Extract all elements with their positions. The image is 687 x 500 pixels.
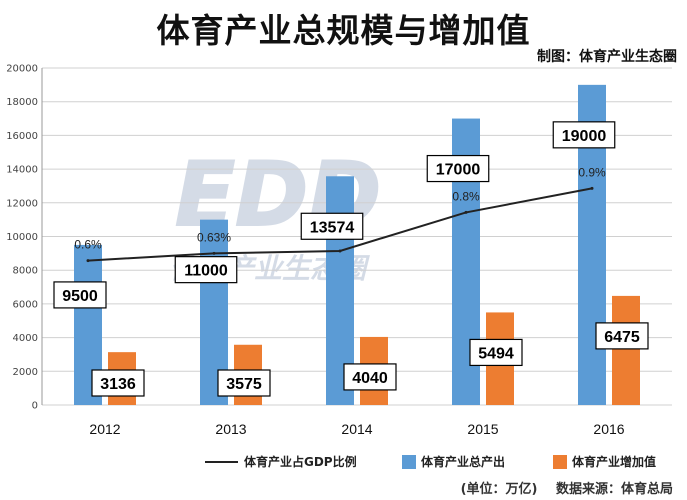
y-tick-label: 0 <box>32 401 38 412</box>
total-output-data-label: 13574 <box>300 212 364 240</box>
y-tick-label: 2000 <box>13 367 38 378</box>
footnote: (单位：万亿) 数据来源：体育总局 <box>447 478 673 497</box>
line-point <box>464 210 468 214</box>
value-added-data-label: 3136 <box>91 369 145 397</box>
data-label-text: 17000 <box>436 162 481 179</box>
total-output-data-label: 17000 <box>426 154 490 183</box>
bar-value-added <box>612 295 640 405</box>
y-tick-label: 4000 <box>13 333 38 344</box>
data-label-text: 9500 <box>62 288 98 305</box>
line-point <box>212 251 216 255</box>
data-label-box <box>426 154 490 183</box>
value-added-data-label: 6475 <box>595 322 649 350</box>
y-tick-label: 18000 <box>6 97 38 108</box>
data-label-box <box>595 322 649 350</box>
total-output-data-label: 9500 <box>53 281 107 309</box>
x-tick-label: 2013 <box>215 421 246 437</box>
y-tick-label: 10000 <box>6 232 38 243</box>
gdp-ratio-label: 0.9% <box>578 165 606 179</box>
y-tick-label: 14000 <box>6 165 38 176</box>
x-tick-label: 2014 <box>341 421 372 437</box>
total-output-data-label: 19000 <box>552 121 616 149</box>
legend-label-output: 体育产业总产出 <box>421 454 505 469</box>
data-label-text: 5494 <box>478 345 514 362</box>
value-added-data-label: 4040 <box>343 363 397 391</box>
y-tick-label: 20000 <box>6 64 38 75</box>
data-label-text: 11000 <box>184 263 228 280</box>
data-label-box <box>91 369 145 397</box>
data-label-box <box>217 369 271 397</box>
chart-credit: 制图：体育产业生态圈 <box>537 49 677 65</box>
line-point <box>86 259 90 263</box>
y-tick-label: 8000 <box>13 266 38 277</box>
gdp-ratio-label: 0.63% <box>197 230 231 244</box>
data-label-text: 13574 <box>310 219 355 236</box>
data-label-box <box>552 121 616 149</box>
chart-title: 体育产业总规模与增加值 <box>156 11 531 50</box>
data-label-text: 19000 <box>562 128 607 145</box>
legend-swatch-value-added <box>553 455 567 469</box>
x-tick-label: 2015 <box>467 421 498 437</box>
gdp-ratio-label: 0.6% <box>74 238 102 252</box>
data-label-text: 3136 <box>100 376 136 393</box>
source-note: 数据来源：体育总局 <box>555 482 673 497</box>
unit-note: (单位：万亿) <box>460 482 538 497</box>
x-tick-label: 2012 <box>89 421 120 437</box>
data-label-text: 3575 <box>226 376 262 393</box>
legend-swatch-output <box>402 455 416 469</box>
data-label-box <box>300 212 364 240</box>
data-label-box <box>53 281 107 309</box>
value-added-data-label: 3575 <box>217 369 271 397</box>
legend-label-value-added: 体育产业增加值 <box>572 454 656 469</box>
line-point <box>338 249 342 253</box>
line-point <box>590 186 594 190</box>
data-label-box <box>469 338 523 367</box>
data-label-box <box>343 363 397 391</box>
x-tick-label: 2016 <box>593 421 624 437</box>
y-tick-label: 16000 <box>6 131 38 142</box>
legend-label-gdp-ratio: 体育产业占GDP比例 <box>244 454 357 469</box>
data-label-box <box>174 256 238 284</box>
data-label-text: 6475 <box>604 329 640 346</box>
value-added-data-label: 5494 <box>469 338 523 367</box>
data-label-text: 4040 <box>352 370 388 387</box>
y-tick-label: 6000 <box>13 299 38 310</box>
y-tick-label: 12000 <box>6 198 38 209</box>
gdp-ratio-label: 0.8% <box>452 189 480 203</box>
total-output-data-label: 11000 <box>174 256 238 284</box>
